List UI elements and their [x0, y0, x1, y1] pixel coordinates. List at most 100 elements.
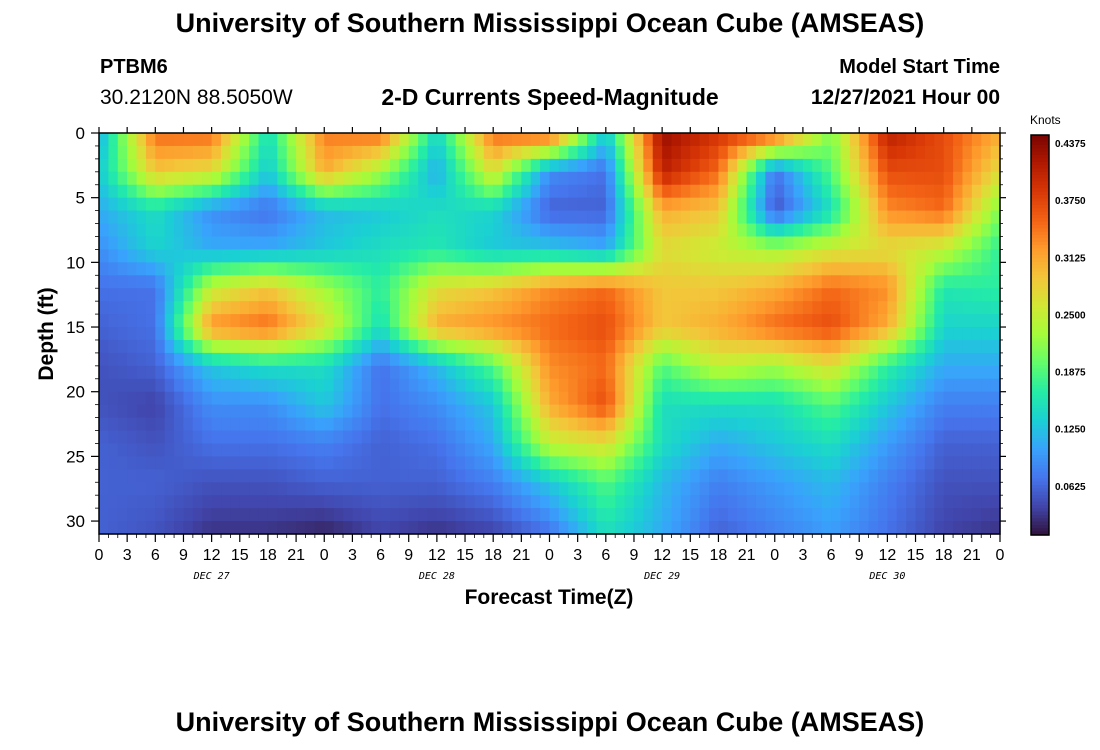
heatmap-cell	[493, 352, 504, 367]
heatmap-cell	[784, 262, 795, 276]
y-tick-label: 25	[66, 447, 85, 466]
heatmap-cell	[633, 288, 644, 302]
heatmap-cell	[465, 275, 476, 289]
heatmap-cell	[831, 210, 842, 225]
heatmap-cell	[333, 262, 344, 276]
heatmap-cell	[296, 314, 307, 328]
heatmap-cell	[962, 469, 973, 483]
heatmap-cell	[314, 521, 325, 535]
heatmap-cell	[633, 508, 644, 522]
heatmap-cell	[924, 171, 935, 186]
heatmap-cell	[840, 339, 851, 354]
heatmap-cell	[812, 430, 823, 445]
heatmap-cell	[352, 197, 363, 212]
heatmap-cell	[615, 236, 626, 251]
heatmap-cell	[277, 339, 288, 354]
heatmap-cell	[690, 223, 701, 238]
heatmap-cell	[145, 145, 156, 160]
colorbar-segment	[1031, 405, 1049, 409]
heatmap-cell	[530, 301, 541, 315]
colorbar-segment	[1031, 248, 1049, 253]
heatmap-cell	[924, 301, 935, 315]
heatmap-cell	[943, 236, 954, 251]
heatmap-cell	[877, 508, 888, 522]
heatmap-cell	[371, 210, 382, 225]
heatmap-cell	[971, 404, 982, 419]
heatmap-cell	[587, 327, 598, 341]
heatmap-cell	[380, 197, 391, 212]
heatmap-cell	[389, 417, 400, 432]
heatmap-cell	[455, 469, 466, 483]
heatmap-cell	[953, 352, 964, 367]
heatmap-cell	[821, 495, 832, 509]
heatmap-cell	[774, 339, 785, 354]
heatmap-cell	[868, 236, 879, 251]
heatmap-cell	[765, 327, 776, 341]
heatmap-cell	[371, 521, 382, 535]
heatmap-cell	[709, 314, 720, 328]
heatmap-cell	[267, 508, 278, 522]
heatmap-cell	[962, 327, 973, 341]
heatmap-cell	[418, 210, 429, 225]
heatmap-cell	[577, 378, 588, 393]
heatmap-cell	[183, 482, 194, 496]
heatmap-cell	[924, 145, 935, 160]
heatmap-cell	[230, 327, 241, 341]
heatmap-cell	[680, 262, 691, 276]
heatmap-cell	[934, 133, 945, 147]
heatmap-cell	[493, 249, 504, 263]
heatmap-cell	[568, 145, 579, 160]
heatmap-cell	[540, 404, 551, 419]
heatmap-cell	[465, 236, 476, 251]
heatmap-cell	[727, 495, 738, 509]
heatmap-cell	[286, 495, 297, 509]
heatmap-cell	[465, 158, 476, 173]
heatmap-cell	[737, 197, 748, 212]
heatmap-cell	[915, 301, 926, 315]
heatmap-cell	[962, 391, 973, 406]
heatmap-cell	[849, 378, 860, 393]
heatmap-cell	[709, 378, 720, 393]
heatmap-cell	[136, 365, 147, 380]
colorbar-segment	[1031, 221, 1049, 226]
heatmap-cell	[596, 314, 607, 328]
heatmap-cell	[906, 145, 917, 160]
heatmap-cell	[136, 456, 147, 470]
heatmap-cell	[249, 469, 260, 483]
colorbar-segment	[1031, 478, 1049, 483]
heatmap-cell	[859, 236, 870, 251]
heatmap-cell	[784, 171, 795, 186]
heatmap-cell	[418, 171, 429, 186]
heatmap-cell	[812, 521, 823, 535]
heatmap-cell	[558, 145, 569, 160]
heatmap-cell	[831, 365, 842, 380]
heatmap-cell	[896, 236, 907, 251]
heatmap-cell	[662, 288, 673, 302]
heatmap-cell	[868, 145, 879, 160]
heatmap-cell	[343, 378, 354, 393]
heatmap-cell	[371, 171, 382, 186]
heatmap-cell	[662, 158, 673, 173]
heatmap-cell	[230, 262, 241, 276]
heatmap-cell	[192, 301, 203, 315]
heatmap-cell	[361, 417, 372, 432]
heatmap-cell	[746, 327, 757, 341]
heatmap-cell	[765, 339, 776, 354]
heatmap-cell	[718, 314, 729, 328]
heatmap-cell	[784, 314, 795, 328]
colorbar-segment	[1031, 201, 1049, 206]
heatmap-cell	[277, 417, 288, 432]
heatmap-cell	[474, 495, 485, 509]
heatmap-cell	[221, 197, 231, 212]
heatmap-cell	[493, 236, 504, 251]
heatmap-cell	[765, 262, 776, 276]
heatmap-cell	[709, 223, 720, 238]
heatmap-cell	[446, 521, 457, 535]
heatmap-cell	[587, 184, 598, 199]
heatmap-cell	[924, 327, 935, 341]
heatmap-cell	[493, 314, 504, 328]
heatmap-cell	[962, 236, 973, 251]
heatmap-cell	[202, 133, 213, 147]
heatmap-cell	[727, 482, 738, 496]
heatmap-cell	[511, 197, 522, 212]
